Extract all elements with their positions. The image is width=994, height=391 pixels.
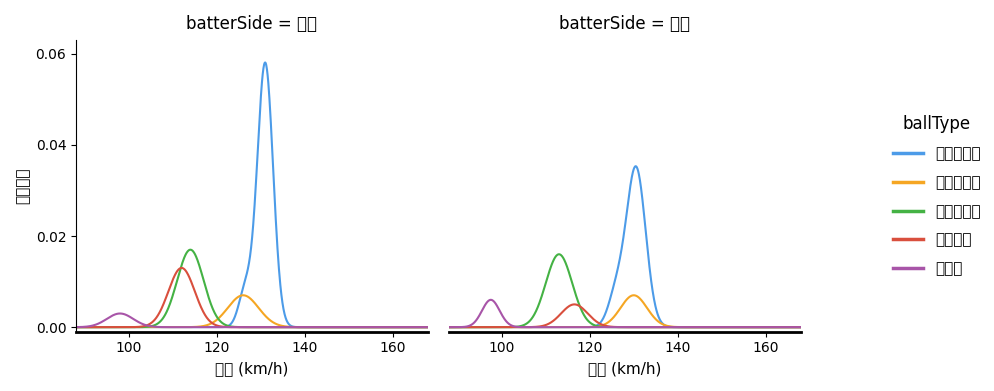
X-axis label: 球速 (km/h): 球速 (km/h) [215, 361, 288, 376]
Title: batterSide = 右打: batterSide = 右打 [559, 15, 690, 33]
Legend: ストレート, ツーシーム, スライダー, シンカー, カーブ: ストレート, ツーシーム, スライダー, シンカー, カーブ [886, 109, 986, 282]
X-axis label: 球速 (km/h): 球速 (km/h) [587, 361, 661, 376]
Title: batterSide = 左打: batterSide = 左打 [186, 15, 317, 33]
Y-axis label: 確率密度: 確率密度 [15, 168, 30, 204]
